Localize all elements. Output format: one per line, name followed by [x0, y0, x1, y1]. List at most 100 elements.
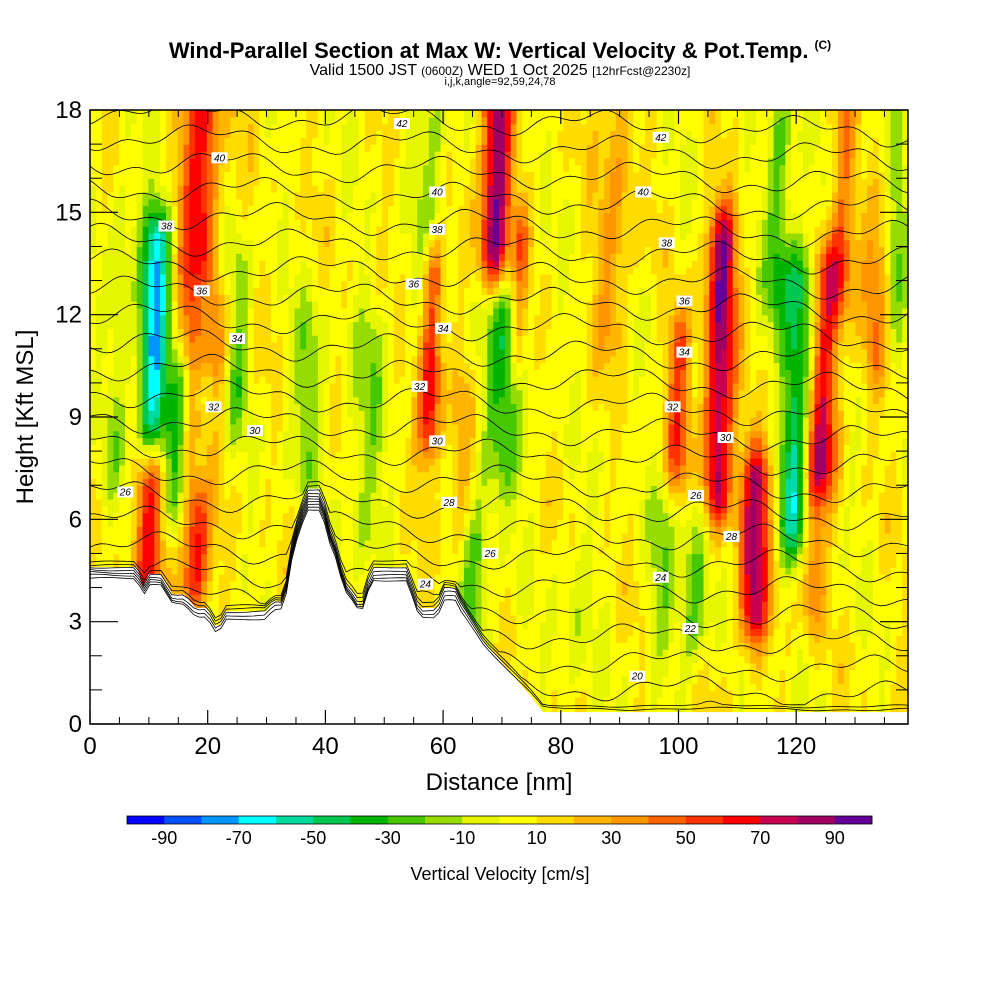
- heat-cell: [247, 437, 255, 445]
- heat-cell: [148, 314, 155, 323]
- heat-cell: [171, 417, 179, 425]
- heat-cell: [335, 191, 342, 200]
- heat-cell: [236, 232, 243, 241]
- heat-cell: [206, 185, 214, 193]
- heat-cell: [247, 301, 255, 309]
- heat-cell: [276, 546, 284, 555]
- heat-cell: [393, 362, 401, 370]
- heat-cell: [259, 253, 266, 261]
- heat-cell: [276, 485, 284, 493]
- heat-cell: [125, 225, 132, 234]
- heat-cell: [393, 417, 401, 425]
- heat-cell: [259, 512, 266, 521]
- heat-cell: [265, 348, 272, 357]
- heat-cell: [236, 280, 243, 289]
- heat-cell: [113, 444, 120, 452]
- heat-cell: [177, 219, 185, 227]
- heat-cell: [130, 198, 138, 207]
- heat-cell: [271, 253, 278, 261]
- heat-cell: [312, 471, 319, 480]
- heat-cell: [387, 519, 395, 527]
- heat-cell: [165, 532, 173, 541]
- heat-cell: [364, 144, 372, 152]
- heat-cell: [294, 144, 302, 152]
- heat-cell: [125, 130, 132, 138]
- subtitle-main: Valid 1500 JST: [309, 62, 417, 79]
- heat-cell: [265, 130, 272, 138]
- heat-cell: [376, 451, 383, 459]
- heat-cell: [276, 389, 284, 398]
- heat-cell: [195, 526, 202, 534]
- heat-cell: [125, 123, 132, 132]
- heat-cell: [358, 417, 366, 425]
- heat-cell: [405, 464, 413, 473]
- heat-cell: [341, 266, 348, 275]
- heat-cell: [335, 369, 342, 377]
- heat-cell: [136, 219, 144, 227]
- heat-cell: [393, 130, 401, 138]
- heat-cell: [411, 478, 418, 486]
- heat-cell: [405, 212, 413, 220]
- heat-cell: [95, 191, 103, 200]
- heat-cell: [236, 376, 243, 384]
- heat-cell: [352, 110, 360, 118]
- heat-cell: [90, 287, 97, 295]
- heat-cell: [171, 403, 179, 411]
- heat-cell: [183, 164, 191, 173]
- heat-cell: [376, 130, 383, 138]
- heat-cell: [160, 253, 167, 261]
- heat-cell: [230, 273, 237, 282]
- heat-cell: [317, 157, 325, 166]
- heat-cell: [382, 130, 389, 138]
- heat-cell: [317, 150, 325, 159]
- heat-cell: [294, 260, 302, 268]
- heat-cell: [376, 232, 383, 241]
- heat-cell: [247, 150, 255, 159]
- heat-cell: [382, 116, 389, 125]
- heat-cell: [218, 116, 226, 125]
- heat-cell: [148, 266, 155, 275]
- heat-cell: [276, 164, 284, 173]
- heat-cell: [358, 191, 366, 200]
- heat-cell: [282, 457, 290, 466]
- heat-cell: [347, 273, 354, 282]
- heat-cell: [224, 178, 231, 186]
- heat-cell: [136, 157, 144, 166]
- heat-cell: [165, 335, 173, 343]
- heat-cell: [119, 532, 126, 541]
- heat-cell: [101, 137, 109, 145]
- heat-cell: [195, 246, 202, 254]
- heat-cell: [136, 457, 144, 466]
- heat-cell: [183, 423, 191, 432]
- heat-cell: [387, 130, 395, 138]
- heat-cell: [130, 417, 138, 425]
- heat-cell: [218, 451, 226, 459]
- heat-cell: [195, 532, 202, 541]
- heat-cell: [230, 382, 237, 391]
- heat-cell: [271, 451, 278, 459]
- heat-cell: [224, 225, 231, 234]
- heat-cell: [405, 294, 413, 302]
- heat-cell: [142, 451, 150, 459]
- heat-cell: [341, 110, 348, 118]
- heat-cell: [148, 492, 155, 500]
- heat-cell: [370, 198, 377, 207]
- heat-cell: [335, 485, 342, 493]
- heat-cell: [142, 410, 150, 418]
- heat-cell: [201, 123, 208, 132]
- heat-cell: [165, 492, 173, 500]
- heat-cell: [241, 185, 249, 193]
- heat-cell: [189, 369, 196, 377]
- heat-cell: [282, 498, 290, 507]
- heat-cell: [218, 287, 226, 295]
- heat-cell: [271, 539, 278, 548]
- heat-cell: [329, 266, 337, 275]
- heat-cell: [335, 205, 342, 214]
- heat-cell: [125, 403, 132, 411]
- heat-cell: [130, 123, 138, 132]
- heat-cell: [201, 560, 208, 568]
- heat-cell: [136, 239, 144, 248]
- heat-cell: [165, 178, 173, 186]
- heat-cell: [236, 185, 243, 193]
- heat-cell: [387, 403, 395, 411]
